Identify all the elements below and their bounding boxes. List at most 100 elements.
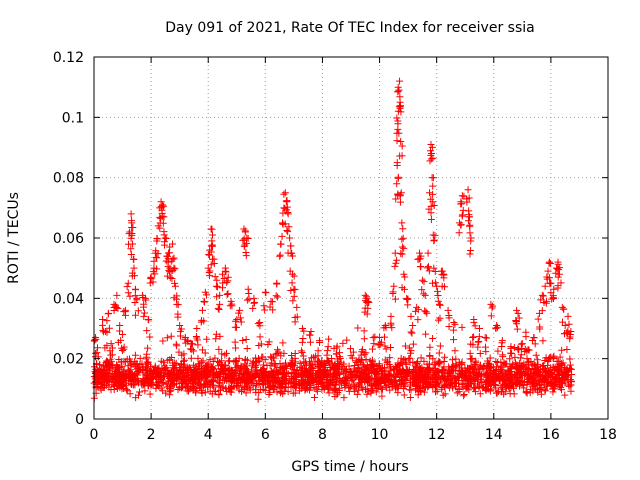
data-point	[422, 308, 430, 316]
data-point	[300, 327, 308, 335]
data-point	[293, 303, 301, 311]
background-point	[208, 381, 216, 389]
background-point	[273, 388, 281, 396]
background-point	[497, 358, 505, 366]
data-point	[324, 343, 332, 351]
background-point	[481, 370, 489, 378]
background-point	[242, 362, 250, 370]
background-point	[190, 361, 198, 369]
background-point	[143, 350, 151, 358]
background-point	[556, 353, 564, 361]
background-point	[205, 369, 213, 377]
data-point	[389, 289, 397, 297]
data-point	[558, 303, 566, 311]
background-point	[204, 383, 212, 391]
data-point	[127, 245, 135, 253]
data-point	[279, 209, 287, 217]
background-point	[304, 369, 312, 377]
background-point	[549, 373, 557, 381]
background-point	[136, 354, 144, 362]
background-point	[175, 348, 183, 356]
data-point	[334, 366, 342, 374]
data-point	[213, 276, 221, 284]
background-point	[383, 359, 391, 367]
background-point	[290, 382, 298, 390]
data-point	[393, 256, 401, 264]
background-point	[568, 370, 576, 378]
data-point	[251, 299, 259, 307]
data-point	[223, 278, 231, 286]
background-point	[360, 335, 368, 343]
background-point	[231, 358, 239, 366]
data-point	[395, 86, 403, 94]
chart-title: Day 091 of 2021, Rate Of TEC Index for r…	[165, 20, 534, 36]
data-point	[291, 286, 299, 294]
data-point	[517, 354, 525, 362]
background-point	[421, 383, 429, 391]
data-point	[130, 255, 138, 263]
data-point	[101, 328, 109, 336]
data-points	[90, 77, 575, 377]
background-point	[363, 390, 371, 398]
background-point	[267, 354, 275, 362]
data-point	[174, 310, 182, 318]
data-point	[221, 267, 229, 275]
data-point	[107, 351, 115, 359]
data-point	[211, 273, 219, 281]
background-point	[416, 375, 424, 383]
background-point	[174, 385, 182, 393]
data-point	[92, 335, 100, 343]
background-point	[128, 378, 136, 386]
background-point	[375, 362, 383, 370]
background-point	[483, 374, 491, 382]
background-point	[318, 357, 326, 365]
background-point	[275, 348, 283, 356]
data-point	[404, 295, 412, 303]
data-point	[224, 277, 232, 285]
background-point	[212, 330, 220, 338]
data-point	[118, 344, 126, 352]
background-point	[187, 380, 195, 388]
data-point	[323, 351, 331, 359]
data-point	[103, 342, 111, 350]
background-point	[181, 369, 189, 377]
background-point	[452, 355, 460, 363]
data-point	[213, 293, 221, 301]
background-point	[426, 343, 434, 351]
background-point	[258, 369, 266, 377]
background-point	[422, 368, 430, 376]
data-point	[208, 241, 216, 249]
background-point	[140, 380, 148, 388]
background-point	[432, 388, 440, 396]
background-point	[509, 382, 517, 390]
data-point	[458, 192, 466, 200]
background-point	[252, 354, 260, 362]
data-point	[158, 204, 166, 212]
data-point	[398, 235, 406, 243]
background-point	[344, 373, 352, 381]
data-point	[493, 323, 501, 331]
background-point	[311, 394, 319, 402]
data-point	[566, 330, 574, 338]
background-point	[217, 386, 225, 394]
data-point	[180, 350, 188, 358]
data-point	[244, 285, 252, 293]
background-point	[494, 347, 502, 355]
background-point	[493, 365, 501, 373]
data-point	[241, 228, 249, 236]
data-point	[426, 189, 434, 197]
background-point	[451, 383, 459, 391]
background-point	[553, 367, 561, 375]
data-point	[395, 102, 403, 110]
data-point	[280, 190, 288, 198]
data-point	[206, 272, 214, 280]
background-point	[298, 369, 306, 377]
data-point	[544, 267, 552, 275]
data-point	[96, 366, 104, 374]
background-point	[465, 378, 473, 386]
background-point	[145, 374, 153, 382]
background-point	[280, 349, 288, 357]
data-point	[153, 254, 161, 262]
background-point	[358, 356, 366, 364]
background-point	[143, 375, 151, 383]
